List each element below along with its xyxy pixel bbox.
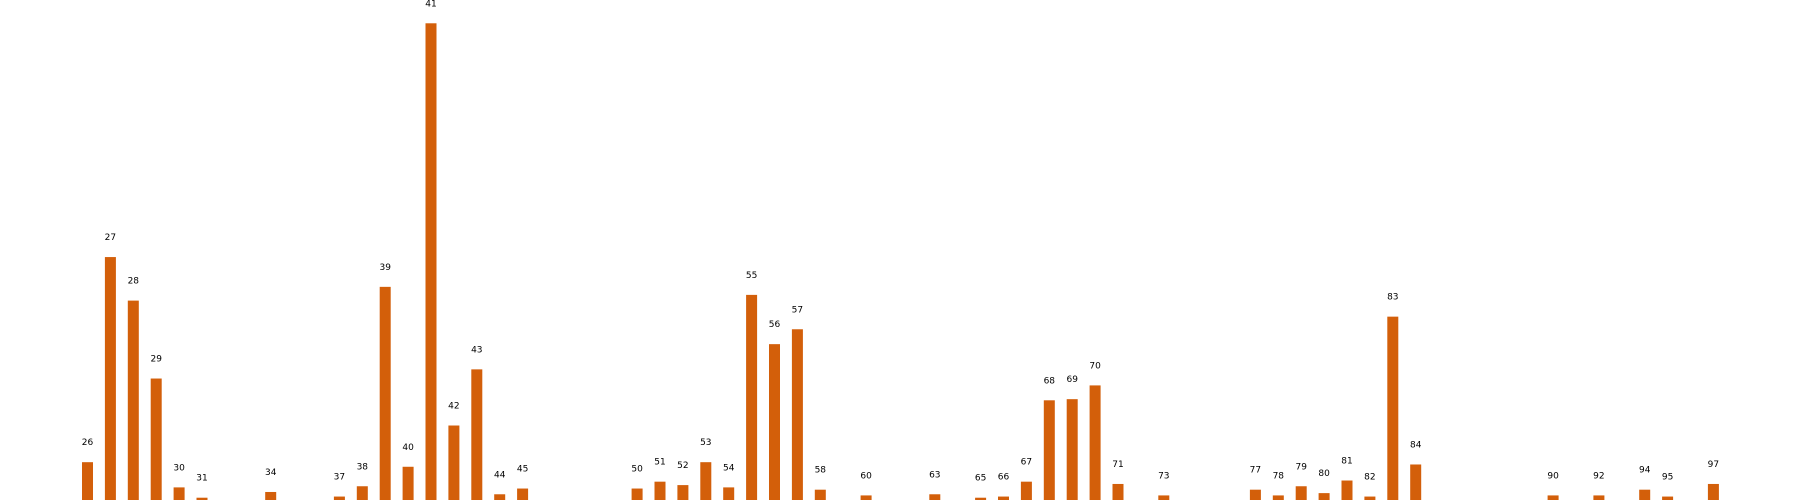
bar-70 (1089, 385, 1101, 500)
bar-label-56: 56 (769, 320, 781, 330)
bar-95 (1662, 496, 1674, 500)
bar-84 (1410, 464, 1422, 500)
bar-label-79: 79 (1295, 462, 1307, 472)
bar-97 (1707, 483, 1719, 500)
bar-label-52: 52 (677, 461, 688, 471)
bar-label-84: 84 (1410, 440, 1422, 450)
bar-label-65: 65 (975, 474, 986, 484)
bar-label-92: 92 (1593, 471, 1604, 481)
bar-77 (1249, 489, 1261, 500)
bar-29 (150, 378, 162, 500)
bar-44 (494, 494, 506, 500)
bar-label-45: 45 (517, 465, 528, 475)
bars-group (82, 23, 1719, 500)
bar-38 (356, 486, 368, 500)
bar-26 (82, 462, 93, 500)
bar-label-69: 69 (1066, 375, 1078, 385)
bar-label-90: 90 (1547, 471, 1559, 481)
bar-label-81: 81 (1341, 457, 1352, 467)
bar-90 (1547, 495, 1559, 500)
bar-31 (196, 497, 208, 500)
bar-label-83: 83 (1387, 293, 1398, 303)
bar-label-77: 77 (1250, 466, 1261, 476)
bar-58 (814, 489, 826, 500)
bar-78 (1272, 495, 1284, 500)
bar-label-68: 68 (1044, 376, 1056, 386)
bar-83 (1387, 316, 1399, 500)
bar-label-66: 66 (998, 473, 1010, 483)
bar-label-40: 40 (402, 443, 414, 453)
bar-66 (998, 496, 1009, 500)
bar-label-34: 34 (265, 468, 277, 478)
bar-label-42: 42 (448, 402, 459, 412)
bar-label-41: 41 (425, 0, 436, 9)
bar-71 (1112, 483, 1124, 500)
bar-label-67: 67 (1021, 458, 1032, 468)
bar-label-97: 97 (1708, 460, 1719, 470)
bar-79 (1295, 486, 1307, 500)
bar-81 (1341, 480, 1353, 500)
bar-label-26: 26 (82, 438, 94, 448)
bar-label-80: 80 (1318, 469, 1330, 479)
bar-39 (379, 286, 391, 500)
bar-94 (1639, 489, 1651, 500)
bar-92 (1593, 495, 1605, 500)
bar-82 (1364, 496, 1376, 500)
bar-label-55: 55 (746, 271, 757, 281)
bar-53 (700, 462, 712, 500)
bar-label-27: 27 (105, 233, 116, 243)
bar-57 (791, 329, 803, 500)
bar-label-28: 28 (128, 277, 140, 287)
bar-65 (975, 497, 987, 500)
bar-label-30: 30 (173, 463, 185, 473)
bar-labels-group: 26 27 28 29 30 31 34 37 38 39 40 41 42 43 44 45 50 51 52 53… (82, 0, 1719, 484)
bar-label-70: 70 (1089, 361, 1101, 371)
bar-label-94: 94 (1639, 466, 1651, 476)
bar-80 (1318, 493, 1330, 500)
bar-73 (1158, 495, 1170, 500)
bar-label-50: 50 (631, 465, 643, 475)
bar-40 (402, 466, 414, 500)
bar-60 (860, 495, 872, 500)
bar-label-53: 53 (700, 438, 711, 448)
bar-label-57: 57 (792, 305, 803, 315)
bar-63 (929, 494, 941, 500)
bar-67 (1020, 481, 1032, 500)
bar-label-78: 78 (1273, 471, 1285, 481)
bar-51 (654, 481, 666, 500)
bar-50 (631, 488, 643, 500)
bar-label-73: 73 (1158, 471, 1169, 481)
bar-label-43: 43 (471, 345, 482, 355)
bar-28 (127, 300, 139, 500)
bar-label-71: 71 (1112, 460, 1123, 470)
bar-label-51: 51 (654, 458, 665, 468)
bar-37 (333, 496, 345, 500)
bar-34 (265, 491, 277, 500)
bar-label-29: 29 (150, 355, 162, 365)
bar-68 (1043, 400, 1055, 500)
bar-label-38: 38 (357, 462, 369, 472)
bar-45 (517, 488, 529, 500)
bar-label-60: 60 (860, 471, 872, 481)
bar-label-82: 82 (1364, 473, 1375, 483)
bar-42 (448, 425, 460, 500)
bar-label-63: 63 (929, 470, 940, 480)
bar-label-95: 95 (1662, 473, 1673, 483)
bar-56 (769, 344, 780, 500)
bar-label-54: 54 (723, 463, 735, 473)
bar-label-44: 44 (494, 470, 506, 480)
bar-69 (1066, 399, 1078, 500)
bar-27 (104, 257, 116, 500)
bar-41 (425, 23, 437, 500)
bar-30 (173, 487, 185, 500)
bar-label-39: 39 (379, 263, 391, 273)
bar-43 (471, 369, 483, 500)
bar-label-37: 37 (334, 473, 345, 483)
bar-label-31: 31 (196, 474, 207, 484)
bar-54 (723, 487, 735, 500)
bar-label-58: 58 (815, 466, 827, 476)
bar-52 (677, 485, 689, 500)
bar-55 (746, 294, 758, 500)
